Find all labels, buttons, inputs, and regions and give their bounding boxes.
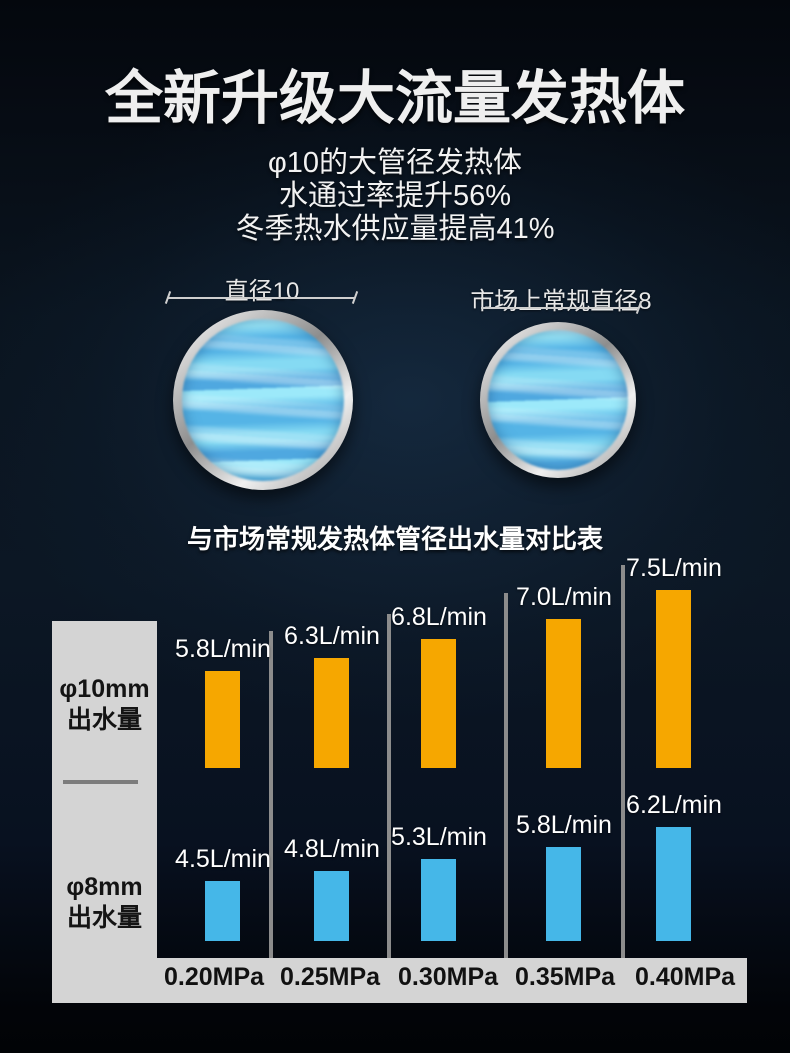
chart-row-panel [52, 621, 157, 1003]
axis-label-040mpa: 0.40MPa [634, 963, 736, 991]
bar-value-label: 7.5L/min [626, 554, 722, 582]
row-label-phi8-line2: 出水量 [66, 904, 142, 932]
row-label-phi8-line1: φ8mm [66, 873, 143, 901]
large-pipe-cross-section [173, 310, 353, 490]
bar-phi10-020mpa [205, 671, 240, 768]
large-pipe-label: 直径10 [224, 278, 300, 305]
bar-value-label: 6.3L/min [284, 622, 380, 650]
bar-value-label: 6.2L/min [626, 791, 722, 819]
bar-value-label: 4.8L/min [284, 835, 380, 863]
axis-label-030mpa: 0.30MPa [397, 963, 499, 991]
axis-label-025mpa: 0.25MPa [279, 963, 381, 991]
column-divider [387, 614, 391, 958]
subtitle-line-3: 冬季热水供应量提高41% [235, 213, 555, 245]
bar-value-label: 6.8L/min [391, 603, 487, 631]
subtitle-line-1: φ10的大管径发热体 [267, 147, 523, 179]
row-label-phi10-line2: 出水量 [66, 706, 142, 734]
bar-value-label: 5.8L/min [516, 811, 612, 839]
axis-label-035mpa: 0.35MPa [514, 963, 616, 991]
water-texture [182, 319, 344, 481]
bar-phi8-035mpa [546, 847, 581, 941]
bar-value-label: 5.8L/min [175, 635, 271, 663]
bar-phi10-040mpa [656, 590, 691, 768]
column-divider [621, 565, 625, 958]
row-label-phi10-line1: φ10mm [59, 675, 150, 703]
bar-phi10-025mpa [314, 658, 349, 768]
row-label-phi10: φ10mm 出水量 [52, 674, 157, 736]
axis-label-020mpa: 0.20MPa [163, 963, 265, 991]
chart-title: 与市场常规发热体管径出水量对比表 [186, 524, 603, 554]
x-axis-bar [157, 958, 747, 1003]
row-label-phi8: φ8mm 出水量 [52, 872, 157, 934]
large-pipe-dimension-line [164, 291, 359, 304]
bar-phi10-035mpa [546, 619, 581, 768]
bar-value-label: 7.0L/min [516, 583, 612, 611]
bar-phi8-040mpa [656, 827, 691, 941]
small-pipe-dimension-line [481, 301, 643, 314]
column-divider [269, 631, 273, 958]
bar-phi8-025mpa [314, 871, 349, 941]
subtitle-line-2: 水通过率提升56% [278, 180, 512, 212]
subtitle-block: φ10的大管径发热体 水通过率提升56% 冬季热水供应量提高41% [0, 147, 790, 246]
water-texture [488, 330, 628, 470]
bar-value-label: 5.3L/min [391, 823, 487, 851]
row-divider [63, 780, 138, 784]
column-divider [504, 593, 508, 958]
small-pipe-cross-section [480, 322, 636, 478]
main-title: 全新升级大流量发热体 [104, 66, 685, 131]
bar-phi8-020mpa [205, 881, 240, 941]
bar-phi8-030mpa [421, 859, 456, 941]
bar-value-label: 4.5L/min [175, 845, 271, 873]
bar-phi10-030mpa [421, 639, 456, 768]
small-pipe-label: 市场上常规直径8 [470, 288, 652, 315]
